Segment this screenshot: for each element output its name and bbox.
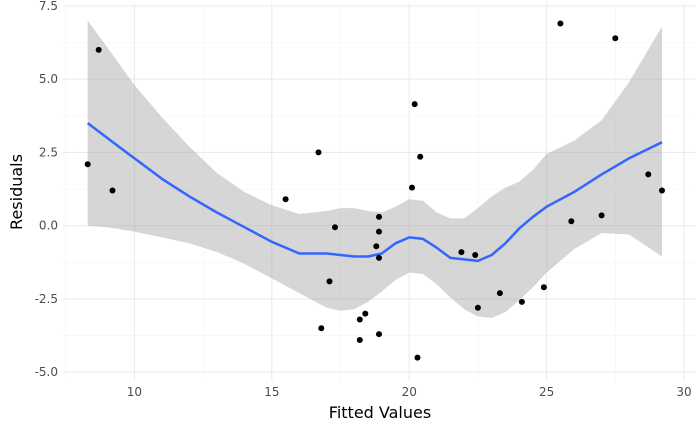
- data-point: [376, 228, 382, 235]
- data-point: [496, 290, 503, 297]
- data-point: [362, 310, 369, 317]
- smooth-line-layer: [86, 122, 663, 263]
- y-tick-label: 0.0: [39, 219, 58, 233]
- data-point: [458, 249, 465, 256]
- data-point: [557, 20, 564, 27]
- data-point: [411, 101, 418, 108]
- x-axis-ticks: 10 15 20 25 30: [127, 385, 692, 399]
- data-point: [332, 224, 338, 231]
- data-point: [568, 218, 575, 225]
- y-tick-label: 2.5: [39, 145, 58, 159]
- y-tick-label: -2.5: [35, 292, 58, 306]
- data-point: [326, 278, 333, 285]
- data-point: [318, 325, 325, 332]
- x-tick-label: 15: [264, 385, 279, 399]
- y-tick-label: 7.5: [39, 0, 58, 13]
- data-points: [84, 20, 665, 361]
- data-point: [95, 46, 102, 53]
- data-point: [659, 187, 665, 194]
- x-tick-label: 20: [402, 385, 417, 399]
- x-tick-label: 30: [676, 385, 691, 399]
- y-tick-label: -5.0: [35, 365, 58, 379]
- data-point: [376, 213, 382, 220]
- data-point: [472, 252, 479, 258]
- data-point: [409, 184, 415, 191]
- data-point: [373, 243, 380, 250]
- data-point: [540, 284, 547, 291]
- data-point: [315, 149, 322, 156]
- data-point: [356, 316, 363, 323]
- data-point: [417, 153, 424, 160]
- x-axis-title: Fitted Values: [329, 403, 431, 422]
- y-axis-title: Residuals: [7, 154, 26, 230]
- x-tick-label: 10: [127, 385, 142, 399]
- y-axis-ticks: -5.0 -2.5 0.0 2.5 5.0 7.5: [35, 0, 58, 379]
- y-tick-label: 5.0: [39, 72, 58, 86]
- loess-smooth-line: [86, 122, 663, 263]
- data-point: [109, 187, 116, 194]
- confidence-band-layer: [87, 20, 662, 318]
- data-point: [282, 196, 289, 203]
- data-point: [84, 161, 91, 168]
- data-point: [518, 298, 525, 305]
- data-point: [474, 304, 481, 311]
- data-point: [598, 212, 605, 219]
- x-tick-label: 25: [539, 385, 554, 399]
- data-point: [376, 254, 382, 261]
- confidence-band: [87, 20, 662, 318]
- gridlines: [63, 3, 695, 381]
- data-point: [414, 354, 421, 361]
- data-point: [356, 337, 363, 343]
- data-point: [645, 171, 652, 178]
- data-point: [612, 35, 619, 42]
- data-point: [376, 331, 382, 338]
